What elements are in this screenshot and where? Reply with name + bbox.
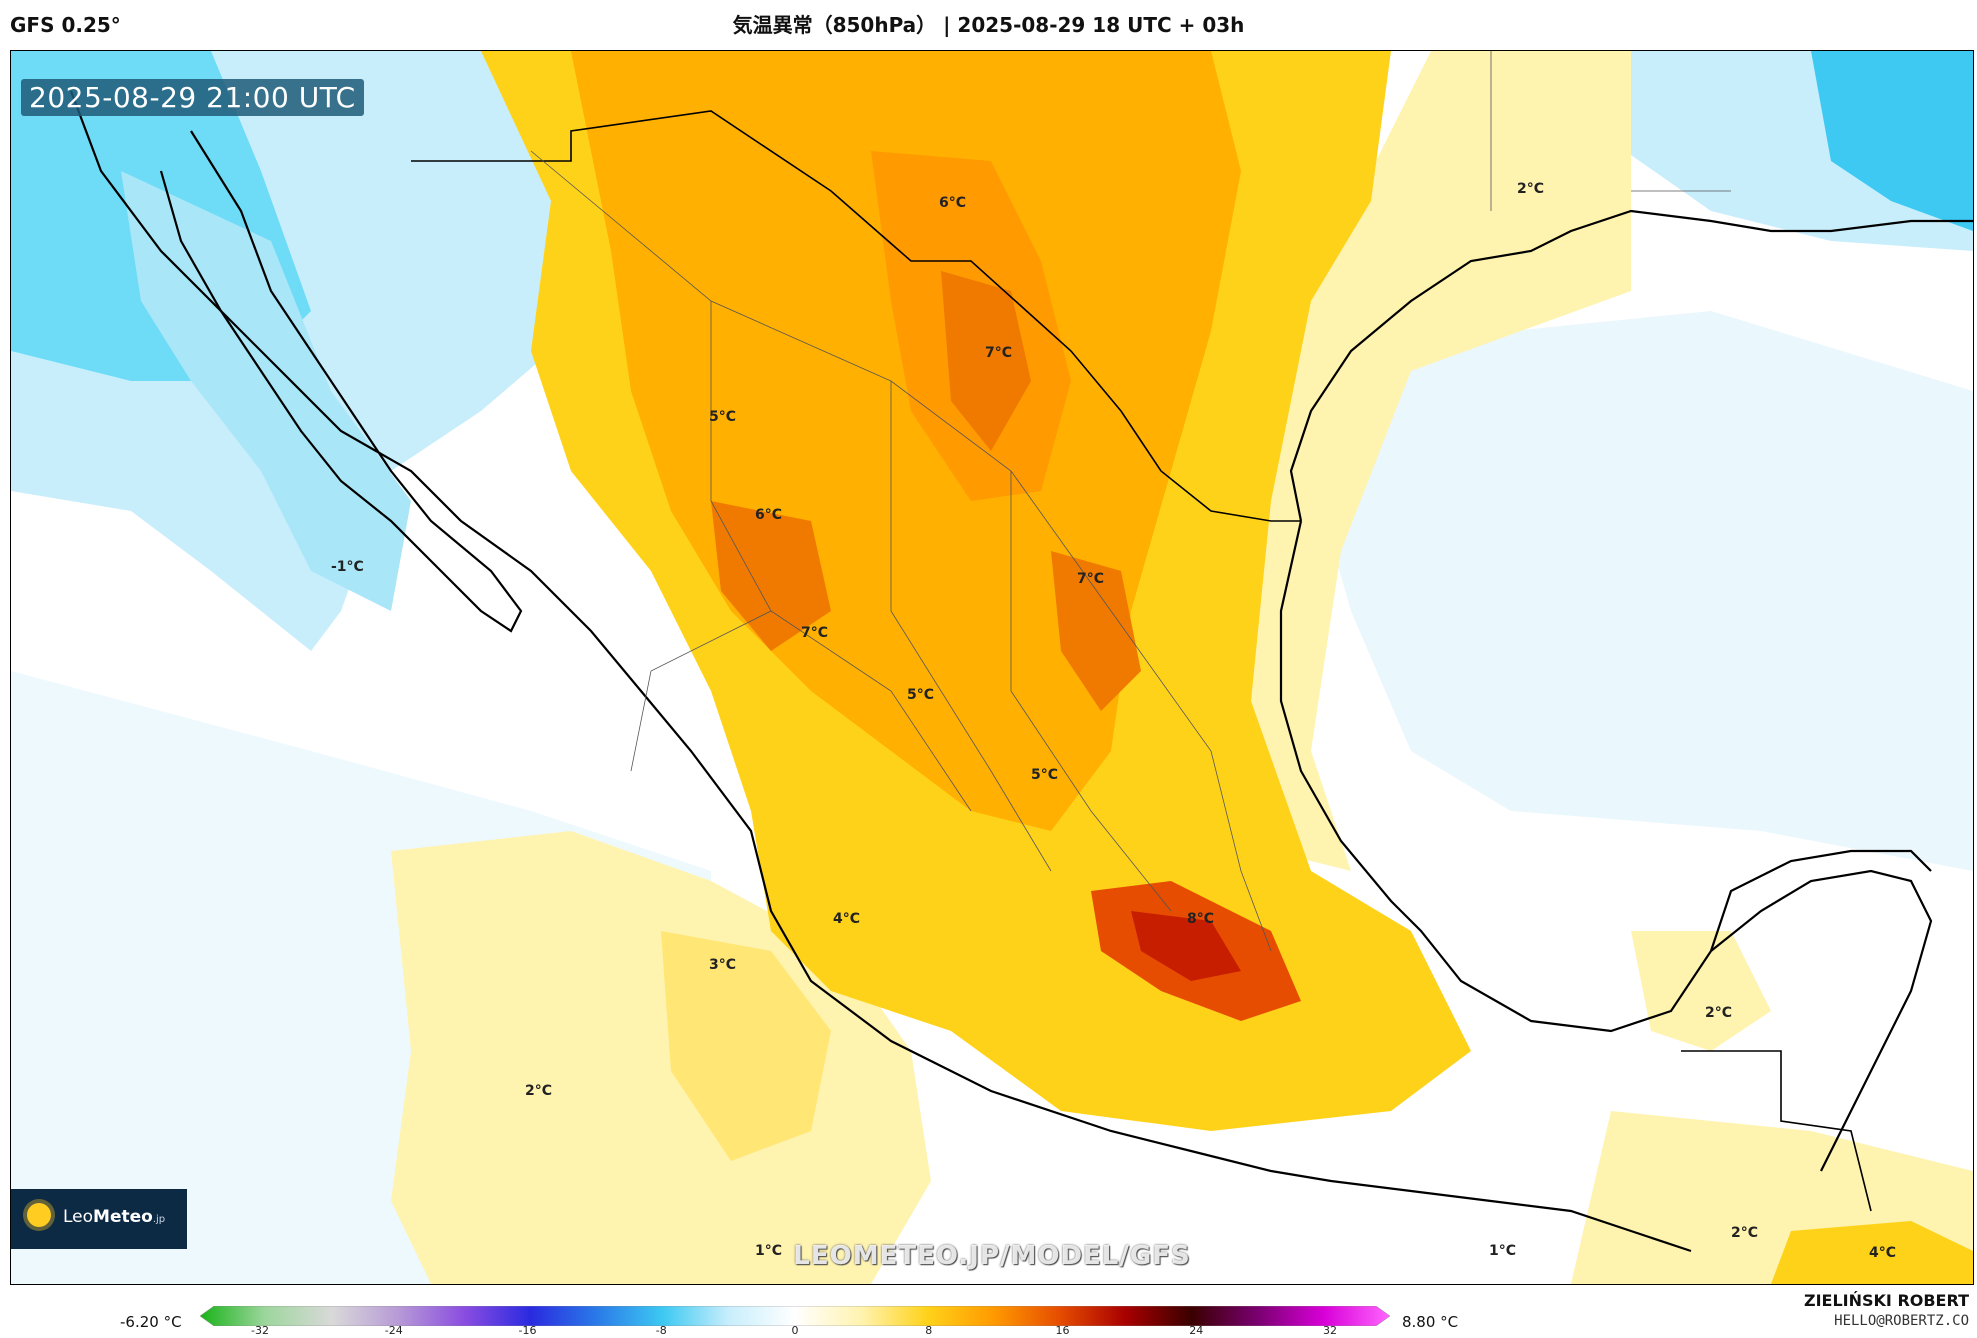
warm-core-east	[1051, 551, 1141, 711]
warm-region-pacific-core	[661, 931, 831, 1161]
map-title: 気温異常（850hPa） | 2025-08-29 18 UTC + 03h	[732, 13, 1245, 37]
temp-label: 6°C	[755, 507, 782, 523]
state-border-3	[890, 381, 1052, 872]
temp-label: 7°C	[801, 625, 828, 641]
valid-time-badge: 2025-08-29 21:00 UTC	[21, 79, 364, 116]
cold-region-northeast-core	[1811, 51, 1973, 231]
color-scale-tick: 16	[1055, 1324, 1070, 1337]
coastline-gulf	[1289, 209, 1973, 522]
temp-label: -1°C	[331, 559, 364, 575]
color-scale-tick: 24	[1189, 1324, 1204, 1337]
warm-region-yucatan	[1631, 931, 1771, 1051]
temp-label: 7°C	[1077, 571, 1104, 587]
color-scale-tick: -32	[251, 1324, 269, 1337]
author-email[interactable]: HELLO@ROBERTZ.CO	[1834, 1313, 1969, 1329]
temp-label: 1°C	[1489, 1243, 1516, 1259]
map-panel[interactable]: 6°C 2°C 7°C 5°C 6°C -1°C 7°C 7°C 5°C 5°C…	[10, 50, 1974, 1285]
borders	[411, 110, 1872, 1212]
color-scale-tick: 0	[791, 1324, 799, 1337]
warm-core-central-america	[1771, 1221, 1973, 1284]
temp-label: 8°C	[1187, 911, 1214, 927]
legend-footer: -6.20 °C -32 -24 -16 -8 0 8 16 24 32 8.80 °C ZIE…	[0, 1283, 1977, 1338]
model-name: GFS 0.25°	[10, 13, 121, 37]
warm-core-southwest	[711, 501, 831, 651]
temp-label: 3°C	[709, 957, 736, 973]
temp-label: 4°C	[1869, 1245, 1896, 1261]
color-scale-tick: 8	[925, 1324, 933, 1337]
coastline-mainland-west	[69, 90, 1692, 1253]
cold-region-baja	[121, 171, 411, 611]
logo-text: LeoMeteo.jp	[63, 1207, 166, 1227]
state-borders	[530, 51, 1731, 952]
temp-label: 2°C	[1517, 181, 1544, 197]
color-scale-tick: -24	[384, 1324, 403, 1337]
cold-region-gulf	[1311, 311, 1973, 871]
border-south	[1681, 1050, 1872, 1212]
coastline-baja	[159, 130, 523, 633]
state-border-4	[1010, 471, 1172, 912]
temperature-labels: 6°C 2°C 7°C 5°C 6°C -1°C 7°C 7°C 5°C 5°C…	[331, 181, 1896, 1261]
coastline-gulf-south	[1279, 520, 1933, 1172]
legend-min-value: -6.20 °C	[120, 1313, 182, 1331]
anomaly-map: 6°C 2°C 7°C 5°C 6°C -1°C 7°C 7°C 5°C 5°C…	[11, 51, 1973, 1284]
leometeo-logo[interactable]: LeoMeteo.jp	[11, 1189, 187, 1249]
warm-core-south-max	[1131, 911, 1241, 981]
author-name: ZIELIŃSKI ROBERT	[1803, 1291, 1969, 1310]
color-scale-bar	[200, 1306, 1390, 1326]
legend-max-value: 8.80 °C	[1402, 1313, 1459, 1331]
color-scale-tick: -16	[518, 1324, 537, 1337]
temp-label: 2°C	[1731, 1225, 1758, 1241]
color-scale-tick: -8	[655, 1324, 667, 1337]
temp-label: 2°C	[525, 1083, 552, 1099]
color-scale-tick: 32	[1323, 1324, 1337, 1337]
coastline-yucatan	[1709, 849, 1932, 952]
coastlines	[69, 90, 1973, 1253]
temp-label: 2°C	[1705, 1005, 1732, 1021]
temp-label: 7°C	[985, 345, 1012, 361]
temp-label: 6°C	[939, 195, 966, 211]
temp-label: 1°C	[755, 1243, 782, 1259]
state-border-5	[630, 610, 772, 772]
state-border-6	[1110, 610, 1272, 952]
temp-label: 5°C	[1031, 767, 1058, 783]
sun-icon	[27, 1203, 51, 1227]
temp-label: 5°C	[709, 409, 736, 425]
border-us-mexico	[411, 110, 1301, 522]
temp-label: 5°C	[907, 687, 934, 703]
warm-core-north-max	[941, 271, 1031, 451]
temp-label: 4°C	[833, 911, 860, 927]
watermark-url: LEOMETEO.JP/MODEL/GFS	[793, 1241, 1191, 1271]
warm-region-gulf-edge	[1211, 51, 1631, 871]
